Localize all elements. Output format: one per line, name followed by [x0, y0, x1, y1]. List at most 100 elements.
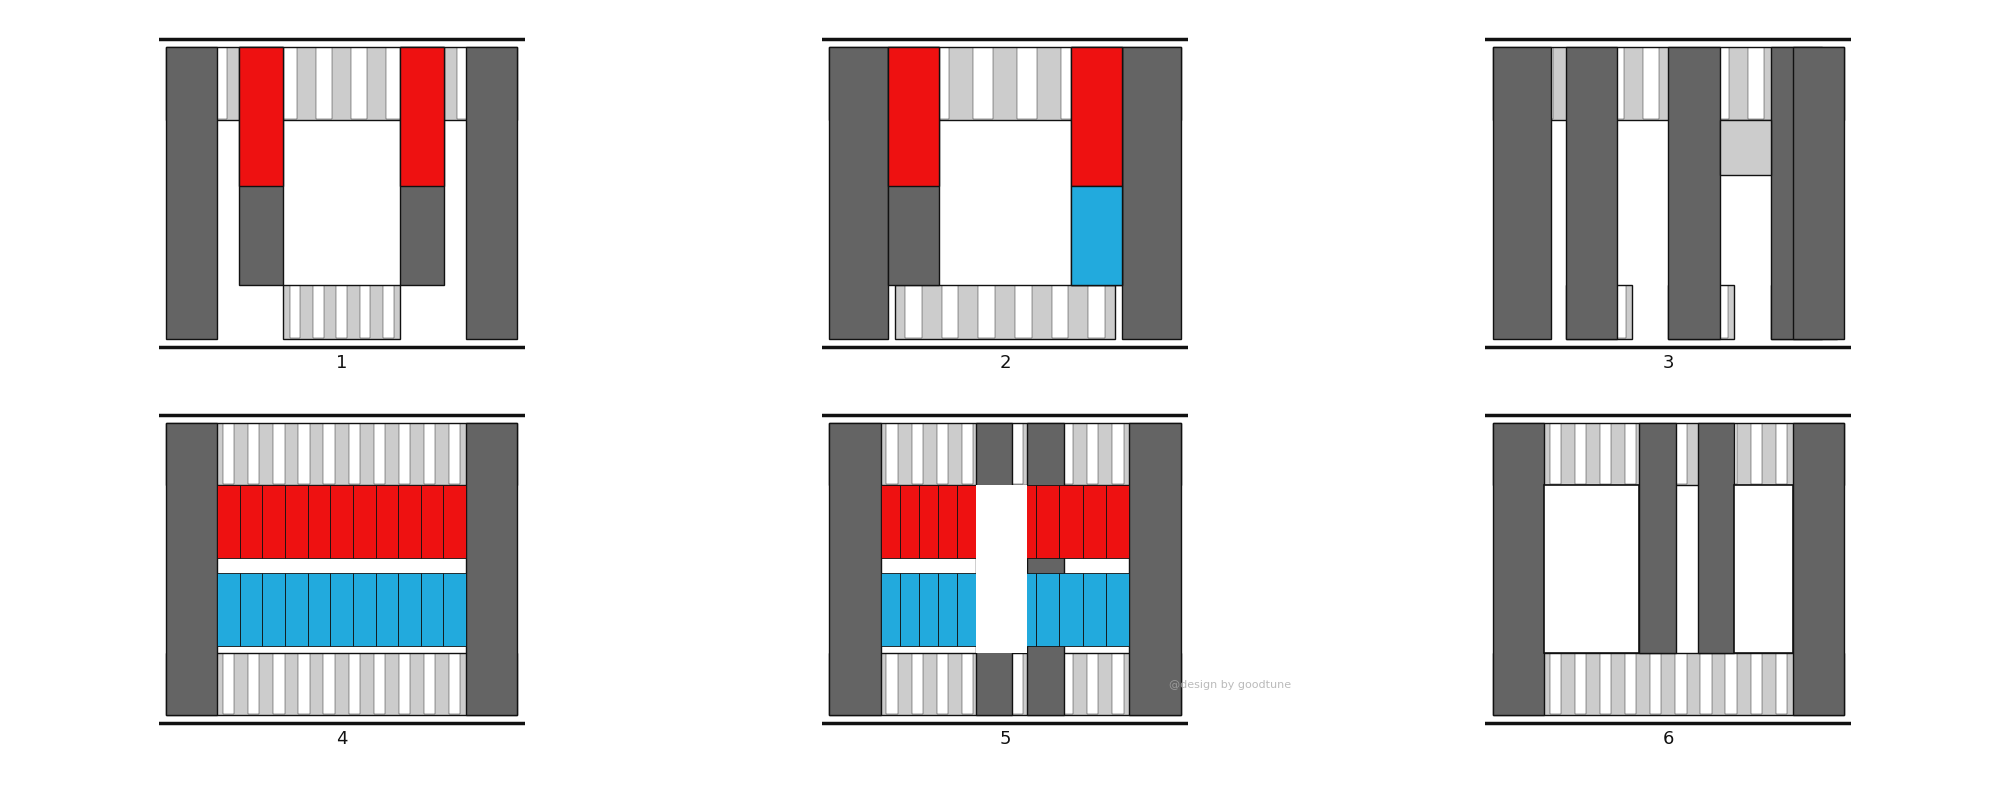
Bar — [1082, 573, 1106, 646]
Bar — [1492, 46, 1552, 339]
Bar — [424, 654, 436, 715]
Bar — [1700, 654, 1712, 715]
Bar — [374, 423, 384, 484]
Bar — [1820, 286, 1830, 338]
Bar — [330, 485, 352, 558]
Bar — [1700, 423, 1712, 484]
Bar — [316, 48, 332, 119]
Bar — [1018, 48, 1036, 119]
Bar — [1112, 423, 1124, 484]
Bar — [398, 573, 420, 646]
Bar — [1524, 423, 1536, 484]
Bar — [176, 48, 192, 119]
Bar — [1566, 46, 1618, 339]
Bar — [938, 573, 956, 646]
Bar — [240, 46, 284, 284]
Bar — [1088, 423, 1098, 484]
Bar — [912, 423, 922, 484]
Bar — [1492, 46, 1844, 120]
Bar — [976, 485, 1026, 653]
Text: 3: 3 — [1662, 354, 1674, 372]
Bar — [282, 48, 296, 119]
Bar — [444, 485, 466, 558]
Bar — [376, 485, 398, 558]
Bar — [1112, 654, 1124, 715]
Text: 6: 6 — [1662, 730, 1674, 748]
Bar — [172, 654, 184, 715]
Bar — [1012, 573, 1036, 646]
Bar — [1148, 48, 1168, 119]
Bar — [1792, 46, 1844, 339]
Bar — [1676, 654, 1686, 715]
Bar — [936, 423, 948, 484]
Bar — [1800, 423, 1812, 484]
Bar — [1012, 423, 1024, 484]
Bar — [166, 653, 518, 715]
Bar — [386, 48, 402, 119]
Bar — [1130, 423, 1180, 715]
Bar — [1818, 48, 1834, 119]
Bar — [1720, 120, 1770, 175]
Bar — [376, 573, 398, 646]
Bar — [330, 573, 352, 646]
Bar — [976, 423, 1012, 715]
Bar — [936, 654, 948, 715]
Bar — [1776, 286, 1786, 338]
Bar — [1792, 423, 1844, 715]
Bar — [448, 423, 460, 484]
Bar — [352, 48, 368, 119]
Bar — [274, 423, 284, 484]
Bar — [1714, 48, 1728, 119]
Bar — [1036, 654, 1048, 715]
Bar — [836, 654, 848, 715]
Bar — [448, 654, 460, 715]
Bar — [240, 485, 262, 558]
Bar — [1106, 485, 1130, 558]
Bar — [1748, 48, 1764, 119]
Bar — [1016, 286, 1032, 338]
Bar — [1500, 654, 1510, 715]
Bar — [974, 48, 992, 119]
Bar — [1162, 423, 1174, 484]
Bar — [1696, 286, 1706, 338]
Bar — [1798, 286, 1808, 338]
Bar — [1640, 423, 1676, 653]
Bar — [986, 423, 998, 484]
Bar — [500, 423, 510, 484]
Bar — [1492, 653, 1844, 715]
Bar — [284, 284, 400, 339]
Bar — [930, 48, 950, 119]
Bar — [1060, 485, 1082, 558]
Bar — [1550, 423, 1562, 484]
Bar — [500, 654, 510, 715]
Bar — [1062, 423, 1074, 484]
Bar — [888, 46, 940, 284]
Text: @design by goodtune: @design by goodtune — [1168, 680, 1292, 689]
Bar — [1012, 485, 1036, 558]
Bar — [1566, 284, 1632, 339]
Bar — [1750, 654, 1762, 715]
Bar — [1574, 654, 1586, 715]
Bar — [830, 653, 1180, 715]
Bar — [400, 46, 444, 186]
Bar — [248, 423, 260, 484]
Bar — [1718, 286, 1728, 338]
Bar — [1650, 654, 1662, 715]
Bar — [1668, 46, 1720, 339]
Bar — [1138, 423, 1148, 484]
Bar — [1676, 423, 1686, 484]
Bar — [1626, 654, 1636, 715]
Bar — [842, 48, 862, 119]
Bar — [1062, 654, 1074, 715]
Bar — [1070, 46, 1122, 186]
Bar — [830, 46, 888, 339]
Bar — [360, 286, 370, 338]
Bar — [1162, 654, 1174, 715]
Bar — [938, 485, 956, 558]
Bar — [1600, 423, 1612, 484]
Bar — [1060, 573, 1082, 646]
Bar — [956, 573, 976, 646]
Bar — [1070, 186, 1122, 284]
Bar — [456, 48, 472, 119]
Bar — [286, 573, 308, 646]
